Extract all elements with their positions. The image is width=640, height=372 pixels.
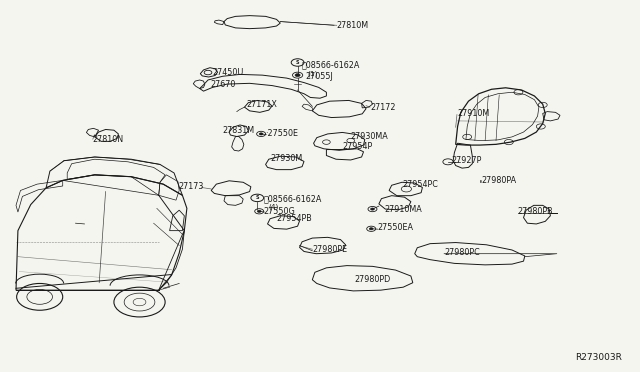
Text: 27954PC: 27954PC [402, 180, 438, 189]
Text: 27173: 27173 [178, 182, 204, 191]
Text: Ⓢ08566-6162A: Ⓢ08566-6162A [302, 61, 360, 70]
Text: 27550G: 27550G [264, 207, 296, 216]
Text: 27055J: 27055J [305, 72, 333, 81]
Text: 27980PA: 27980PA [481, 176, 516, 185]
Text: R273003R: R273003R [575, 353, 622, 362]
Text: 27810N: 27810N [93, 135, 124, 144]
Text: Ⓢ08566-6162A: Ⓢ08566-6162A [264, 194, 322, 203]
Text: ·27550E: ·27550E [266, 129, 299, 138]
Text: 27930M: 27930M [270, 154, 302, 163]
Circle shape [259, 133, 263, 135]
Text: S: S [255, 195, 259, 201]
Text: 27980PE: 27980PE [312, 246, 348, 254]
Text: 27980PB: 27980PB [517, 207, 553, 216]
Text: 27910MA: 27910MA [384, 205, 422, 214]
Circle shape [371, 208, 374, 210]
Text: 27980PC: 27980PC [444, 248, 480, 257]
Text: 27954P: 27954P [342, 142, 372, 151]
Text: 27930MA: 27930MA [351, 132, 388, 141]
Text: 27954PB: 27954PB [276, 214, 312, 223]
Text: 27550EA: 27550EA [378, 223, 413, 232]
Text: 27810M: 27810M [337, 21, 369, 30]
Text: 27927P: 27927P [452, 156, 482, 165]
Text: 27450U: 27450U [212, 68, 244, 77]
Text: S: S [296, 60, 300, 65]
Text: (1): (1) [307, 70, 317, 77]
Text: 27171X: 27171X [246, 100, 277, 109]
Text: 27831M: 27831M [222, 126, 254, 135]
Text: 27980PD: 27980PD [354, 275, 390, 284]
Text: 27172: 27172 [370, 103, 396, 112]
Circle shape [295, 74, 300, 77]
Text: 27670: 27670 [210, 80, 236, 89]
Circle shape [257, 210, 261, 212]
Text: (4): (4) [269, 203, 279, 210]
Text: 27910M: 27910M [457, 109, 489, 118]
Circle shape [369, 228, 373, 230]
